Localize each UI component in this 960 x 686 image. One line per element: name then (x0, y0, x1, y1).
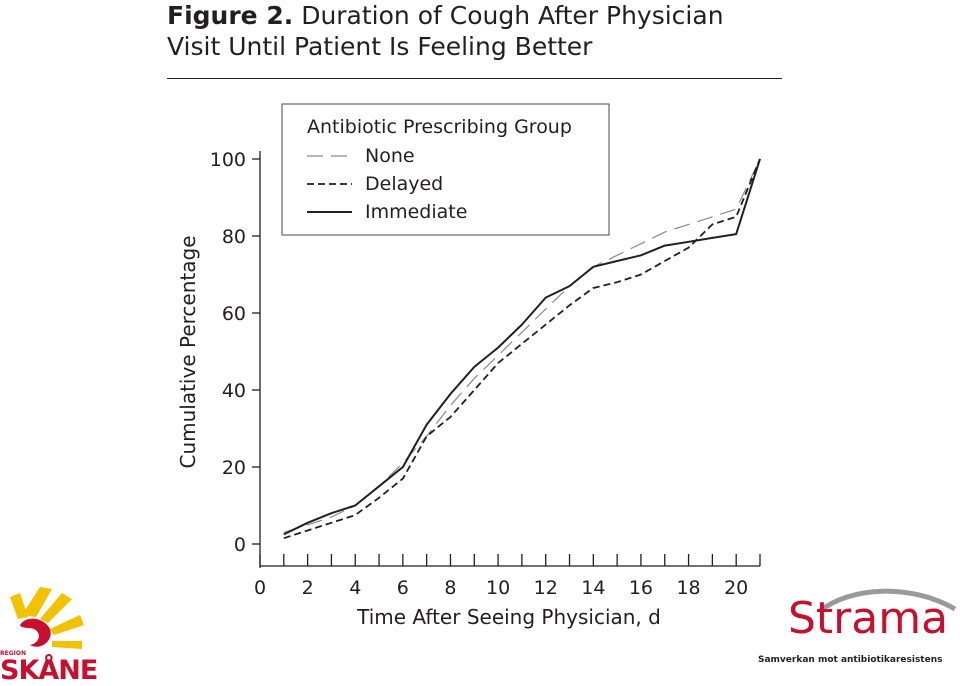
x-tick-label: 16 (629, 577, 653, 599)
x-tick-label: 8 (444, 577, 456, 599)
legend-box (281, 103, 610, 236)
x-tick-label: 2 (302, 577, 314, 599)
x-tick-label: 0 (254, 577, 266, 599)
skane-word: SKÅNE (0, 655, 98, 686)
y-tick-label: 100 (210, 149, 246, 171)
axes: 0 20 40 60 80 100 0 2 4 6 8 10 12 14 16 18 20 (210, 149, 761, 599)
figure-title-line2: Visit Until Patient Is Feeling Better (167, 32, 593, 61)
x-axis-title: Time After Seeing Physician, d (356, 605, 661, 629)
region-label: REGION (0, 650, 26, 657)
region-skane-logo: REGION SKÅNE (0, 585, 110, 686)
y-tick-label: 20 (222, 457, 246, 479)
sun-icon (10, 587, 84, 649)
legend-title: Antibiotic Prescribing Group (307, 116, 572, 138)
strama-subtitle: Samverkan mot antibiotikaresistens (758, 655, 943, 665)
x-tick-label: 18 (676, 577, 700, 599)
x-tick-label: 10 (486, 577, 510, 599)
y-tick-label: 60 (222, 303, 246, 325)
x-tick-label: 4 (349, 577, 361, 599)
strama-arc-icon (818, 588, 957, 613)
y-tick-label: 80 (222, 226, 246, 248)
y-tick-label: 0 (234, 534, 246, 556)
x-tick-label: 12 (534, 577, 558, 599)
y-tick-label: 40 (222, 380, 246, 402)
series-line-immediate (283, 158, 761, 536)
legend-label-none: None (365, 145, 415, 167)
legend-label-delayed: Delayed (365, 173, 443, 195)
legend: Antibiotic Prescribing Group None Delaye… (281, 103, 610, 236)
title-rule (167, 78, 782, 79)
figure-title: Figure 2. Duration of Cough After Physic… (167, 0, 807, 62)
x-tick-label: 6 (397, 577, 409, 599)
series-layer (283, 158, 761, 540)
x-tick-label: 20 (724, 577, 748, 599)
x-tick-label: 14 (581, 577, 605, 599)
figure-title-lead: Figure 2. (167, 1, 294, 30)
strama-logo: Strama Samverkan mot antibiotikaresisten… (750, 585, 960, 680)
strama-word: Strama (788, 593, 949, 644)
y-axis-title: Cumulative Percentage (176, 235, 200, 468)
legend-label-immediate: Immediate (365, 201, 467, 223)
figure-title-rest: Duration of Cough After Physician (301, 1, 724, 30)
